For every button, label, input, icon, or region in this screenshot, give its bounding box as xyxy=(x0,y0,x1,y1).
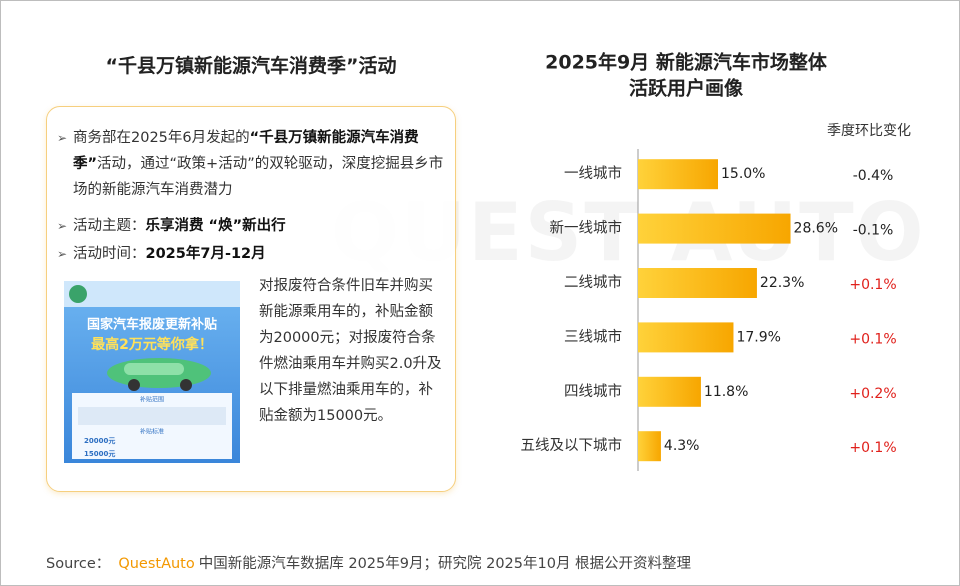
poster-amount: 15000元 xyxy=(84,450,115,458)
poster-amount: 20000元 xyxy=(84,437,115,445)
category-label: 新一线城市 xyxy=(550,220,623,237)
change-label: -0.1% xyxy=(853,223,894,239)
bold-text: “千县万镇新能源汽车消费季” xyxy=(73,130,419,172)
bar xyxy=(638,322,734,353)
category-label: 五线及以下城市 xyxy=(521,437,623,454)
value-label: 4.3% xyxy=(664,438,700,454)
change-label: -0.4% xyxy=(853,168,894,184)
value-label: 15.0% xyxy=(721,166,765,182)
value-label: 17.9% xyxy=(736,329,780,345)
bar xyxy=(638,376,701,407)
bullet: 活动时间：2025年7月-12月 xyxy=(57,241,449,267)
description: 对报废符合条件旧车并购买新能源乘用车的，补贴金额为20000元；对报废符合条件燃… xyxy=(259,278,442,424)
category-label: 三线城市 xyxy=(564,328,622,345)
footer: Source： QuestAuto 中国新能源汽车数据库 2025年9月；研究院 2… xyxy=(46,552,691,573)
poster-section: 补贴标准 xyxy=(140,428,164,436)
change-label: +0.1% xyxy=(849,440,896,456)
chart-title: 活跃用户画像 xyxy=(629,77,744,100)
bold-text: 乐享消费 “焕”新出行 xyxy=(145,218,286,234)
bar xyxy=(638,431,661,462)
text: 商务部在2025年6月发起的 xyxy=(73,130,250,146)
poster-section: 补贴范围 xyxy=(140,396,164,404)
text: 活动主题： xyxy=(73,218,146,234)
chart-title: 2025年9月 新能源汽车市场整体 xyxy=(545,51,828,74)
bullet: 商务部在2025年6月发起的“千县万镇新能源汽车消费季”活动，通过“政策+活动”… xyxy=(57,125,449,203)
poster-headline: 国家汽车报废更新补贴 xyxy=(87,317,217,333)
category-label: 四线城市 xyxy=(564,383,622,400)
change-label: +0.1% xyxy=(849,331,896,347)
bold-text: 2025年7月-12月 xyxy=(145,246,266,262)
source-label: Source： xyxy=(46,556,111,572)
bullet: 活动主题：乐享消费 “焕”新出行 xyxy=(57,213,449,239)
change-title: 季度环比变化 xyxy=(827,123,911,139)
poster: 国家汽车报废更新补贴 最高2万元等你拿！ 补贴范围 补贴标准 20000元 15… xyxy=(64,281,240,463)
value-label: 28.6% xyxy=(794,221,838,237)
value-label: 11.8% xyxy=(704,384,748,400)
text: 活动时间： xyxy=(73,246,146,262)
bar xyxy=(638,159,718,190)
category-label: 一线城市 xyxy=(564,165,622,182)
change-label: +0.2% xyxy=(849,386,896,402)
change-label: +0.1% xyxy=(849,277,896,293)
text: 活动，通过“政策+活动”的双轮驱动，深度挖掘县乡市场的新能源汽车消费潜力 xyxy=(73,156,444,198)
panel-title: “千县万镇新能源汽车消费季”活动 xyxy=(105,55,397,77)
poster-headline: 最高2万元等你拿！ xyxy=(91,336,213,353)
category-label: 二线城市 xyxy=(564,274,622,291)
source-brand: QuestAuto xyxy=(118,556,195,572)
chart: 2025年9月 新能源汽车市场整体 活跃用户画像 季度环比变化 一线城市 15.0… xyxy=(521,51,911,471)
value-label: 22.3% xyxy=(760,275,804,291)
bar xyxy=(638,268,757,298)
source-text: 中国新能源汽车数据库 2025年9月；研究院 2025年10月 根据公开资料整理 xyxy=(198,556,692,572)
bar xyxy=(638,213,791,244)
